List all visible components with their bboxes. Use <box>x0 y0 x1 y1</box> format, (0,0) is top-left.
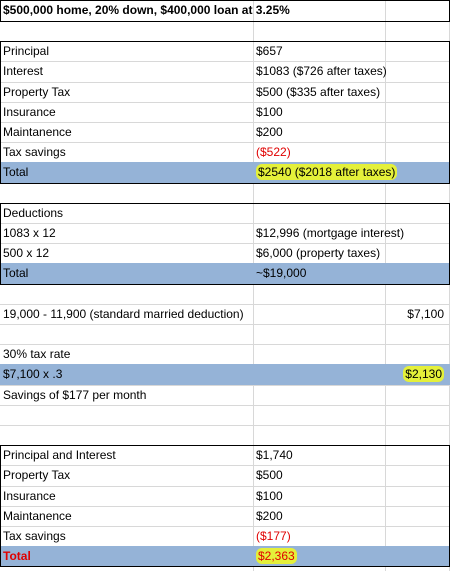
row-label: Insurance <box>3 104 56 119</box>
grid-line <box>0 465 450 467</box>
row-value: ~$19,000 <box>253 263 309 283</box>
grid-line <box>0 61 450 63</box>
row-label: $7,100 x .3 <box>3 367 63 382</box>
grid-line <box>0 425 450 426</box>
row-value: $2,130 <box>385 364 447 384</box>
value-text: $200 <box>256 125 283 139</box>
grid-line <box>0 122 450 123</box>
row-value: $100 <box>253 486 286 506</box>
row-label: Tax savings <box>3 529 66 543</box>
grid-line <box>0 505 450 507</box>
row-value: $657 <box>253 41 286 61</box>
total-row-fill <box>0 546 450 567</box>
grid-line <box>0 404 450 406</box>
row-label: 1083 x 12 <box>3 226 56 240</box>
row-value: $200 <box>253 122 286 142</box>
grid-line <box>0 223 450 224</box>
row-label: Total <box>3 549 31 564</box>
grid-line <box>0 81 450 83</box>
value-text: $7,100 <box>407 306 444 321</box>
value-text: $1083 ($726 after taxes) <box>256 64 387 79</box>
row-value: $2,363 <box>253 546 300 566</box>
value-text: $200 <box>256 508 283 523</box>
total-row-fill <box>0 263 450 284</box>
grid-line <box>0 101 450 103</box>
value-text: $500 ($335 after taxes) <box>256 84 381 99</box>
row-label: Maintanence <box>3 125 72 139</box>
row-label: Insurance <box>3 488 56 503</box>
value-text: $2,363 <box>256 548 297 565</box>
value-text: $1,740 <box>256 448 293 463</box>
grid-line <box>0 303 450 305</box>
grid-line <box>0 243 450 245</box>
row-value: $6,000 (property taxes) <box>253 243 383 263</box>
row-value: $12,996 (mortgage interest) <box>253 223 407 243</box>
row-value: $200 <box>253 506 286 526</box>
row-label: Property Tax <box>3 84 71 99</box>
row-label: Tax savings <box>3 145 66 160</box>
grid-line <box>385 0 386 571</box>
grid-line <box>0 344 450 346</box>
grid-line <box>253 0 254 571</box>
value-text: $2,130 <box>403 366 444 383</box>
value-text: $100 <box>256 104 283 119</box>
row-label: Savings of $177 per month <box>3 387 147 402</box>
row-label: Principal <box>3 44 50 59</box>
row-value: ($177) <box>253 526 294 546</box>
row-label: 19,000 - 11,900 (standard married deduct… <box>3 306 244 321</box>
row-value: $500 ($335 after taxes) <box>253 82 383 102</box>
grid-line <box>0 324 450 325</box>
value-text: $6,000 (property taxes) <box>256 246 381 261</box>
row-label: Maintanence <box>3 508 72 523</box>
value-text: ($177) <box>256 529 291 543</box>
title: $500,000 home, 20% down, $400,000 loan a… <box>3 3 290 17</box>
row-label: Principal and Interest <box>3 448 116 463</box>
row-value: $100 <box>253 102 286 122</box>
value-text: $12,996 (mortgage interest) <box>256 226 405 240</box>
row-label: 30% tax rate <box>3 347 71 362</box>
grid-line <box>0 384 450 386</box>
value-text: ($522) <box>256 145 291 160</box>
value-text: $500 <box>256 468 283 483</box>
row-label: Total <box>3 266 29 281</box>
value-text: $100 <box>256 488 283 503</box>
row-label: Total <box>3 165 29 180</box>
row-value: ($522) <box>253 142 294 162</box>
row-value: $500 <box>253 465 286 485</box>
row-label: 500 x 12 <box>3 246 50 261</box>
grid-line <box>0 526 450 527</box>
row-value: $7,100 <box>385 304 447 324</box>
grid-line <box>0 142 450 144</box>
total-row-fill <box>0 364 450 385</box>
row-label: Interest <box>3 64 44 79</box>
value-text: ~$19,000 <box>256 266 307 281</box>
row-value: $1083 ($726 after taxes) <box>253 61 390 81</box>
row-value: $2540 ($2018 after taxes) <box>253 162 400 182</box>
row-label: Deductions <box>3 205 64 220</box>
row-label: Property Tax <box>3 468 71 483</box>
grid-line <box>0 485 450 487</box>
value-text: $657 <box>256 44 283 59</box>
row-value: $1,740 <box>253 445 296 465</box>
value-text: $2540 ($2018 after taxes) <box>256 164 398 181</box>
